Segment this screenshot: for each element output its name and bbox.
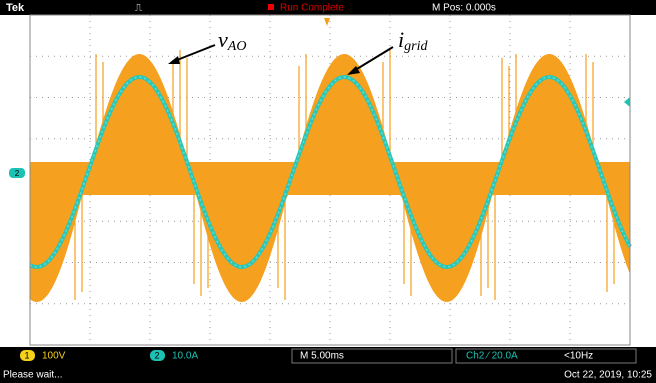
ch2-marker-label: 2	[15, 169, 20, 178]
annotation-main: v	[218, 27, 228, 52]
ch2-scale: 10.0A	[172, 351, 198, 362]
ch1-scale: 100V	[42, 351, 66, 362]
trigger-icon: ⎍	[135, 3, 142, 14]
annotation-sub: AO	[227, 39, 247, 54]
scope-screen: Tek ⎍ Run Complete M Pos: 0.000s 2 vAO i…	[0, 0, 656, 383]
ch2-num: 2	[154, 350, 159, 360]
message: Please wait...	[3, 370, 62, 381]
status: Run Complete	[280, 3, 344, 14]
brand: Tek	[6, 2, 25, 14]
status-icon	[268, 4, 274, 10]
timebase: M 5.00ms	[300, 351, 344, 362]
ch1-num: 1	[24, 350, 29, 360]
trigger: Ch2 ⁄ 20.0A	[466, 351, 518, 362]
position: M Pos: 0.000s	[432, 3, 496, 14]
freq: <10Hz	[564, 351, 593, 362]
annotation-sub: grid	[404, 39, 428, 54]
datetime: Oct 22, 2019, 10:25	[564, 370, 652, 381]
